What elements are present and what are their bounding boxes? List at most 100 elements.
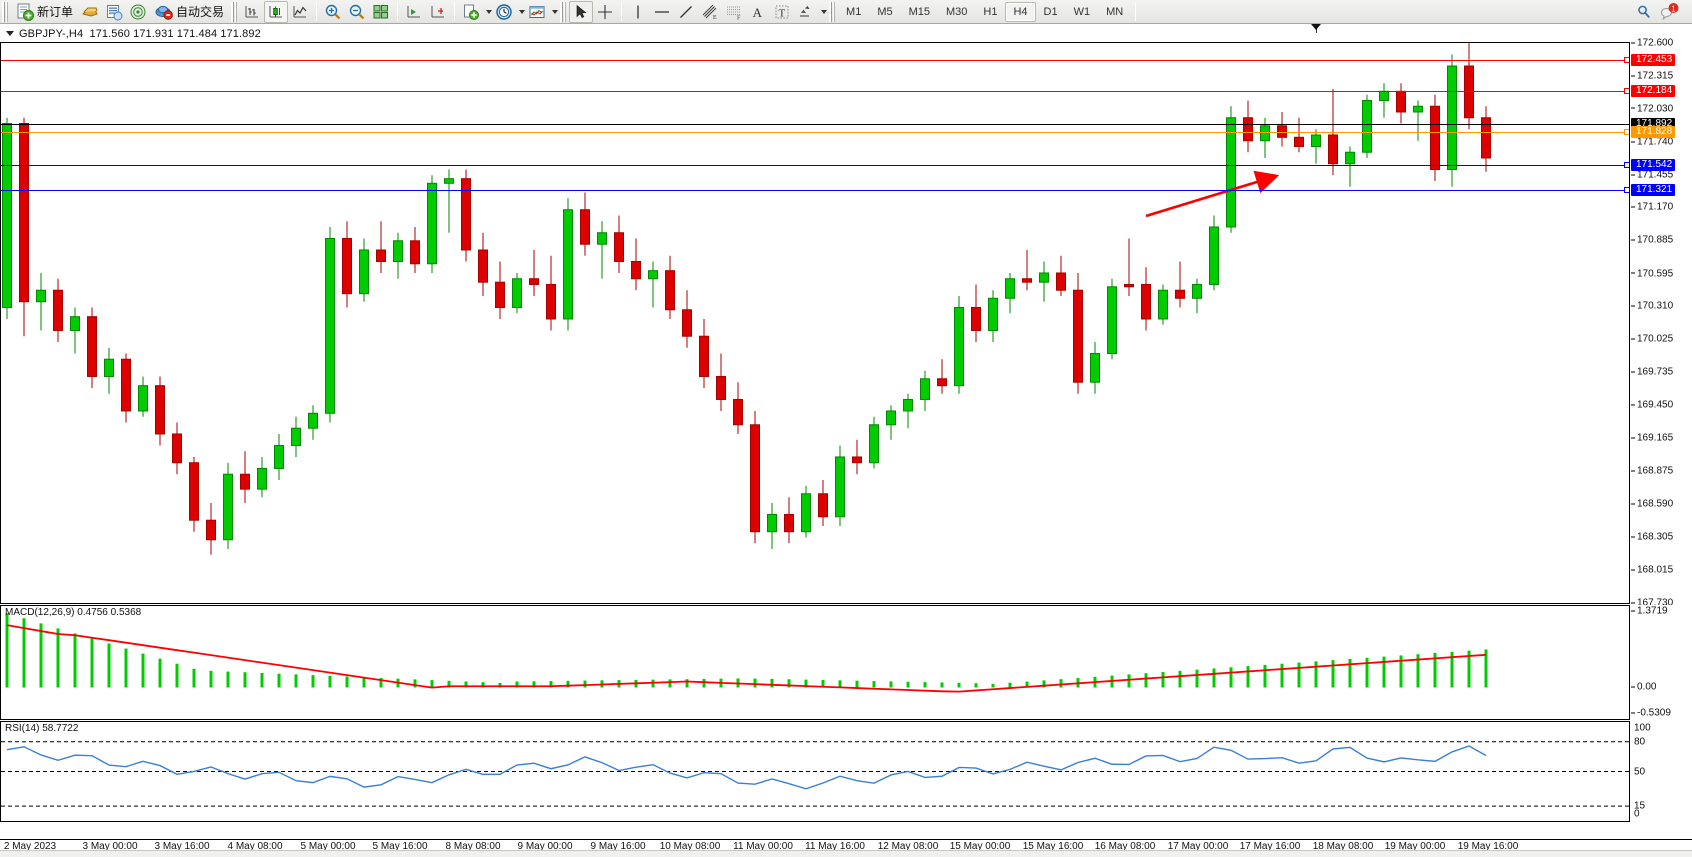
zoom-out-button[interactable] [345, 1, 369, 23]
toolbar-grip[interactable] [2, 1, 8, 22]
rsi-pane[interactable]: RSI(14) 58.7722 [0, 721, 1630, 822]
auto-scroll-button[interactable] [426, 1, 450, 23]
rsi-tick: 100 [1634, 722, 1651, 734]
bar-chart-button[interactable] [240, 1, 264, 23]
text-label-button[interactable]: T [770, 1, 794, 23]
autotrading-label: 自动交易 [176, 5, 225, 19]
price-candles-svg [2, 43, 1491, 555]
zoom-out-icon [349, 4, 365, 19]
fibonacci-icon: F [727, 6, 741, 21]
price-tick: 170.885 [1631, 235, 1673, 246]
price-tag-resistance-line[interactable]: 172.184 [1631, 84, 1676, 97]
cursor-button[interactable] [569, 0, 594, 23]
search-icon [1638, 5, 1650, 18]
text-button[interactable]: A [746, 1, 770, 23]
macd-svg [5, 613, 1488, 693]
price-level-handle[interactable] [1624, 161, 1629, 168]
price-tag-support-line[interactable]: 171.321 [1631, 184, 1676, 197]
timeframe-m1[interactable]: M1 [846, 5, 862, 18]
rsi-tick: 15 [1634, 800, 1646, 812]
new-order-button[interactable]: 新订单 [11, 1, 78, 23]
macd-axis[interactable]: 1.3719 0.00 -0.5309 [1631, 605, 1692, 720]
zoom-in-button[interactable] [321, 1, 345, 23]
price-level-handle[interactable] [1624, 56, 1629, 63]
svg-text:E: E [713, 15, 717, 21]
data-window-button[interactable] [102, 1, 126, 23]
price-tick: 170.595 [1631, 268, 1673, 279]
toolbar-separator-4 [621, 2, 623, 21]
zoom-in-icon [325, 4, 341, 19]
line-chart-icon [293, 5, 307, 17]
svg-text:T: T [779, 7, 786, 19]
rsi-axis[interactable]: 100 80 50 15 0 [1631, 721, 1692, 822]
price-tick: 170.310 [1631, 301, 1673, 312]
vertical-line-button[interactable] [626, 1, 650, 23]
price-tick: 172.600 [1631, 38, 1673, 49]
period-dropdown-caret-icon[interactable] [519, 9, 526, 14]
svg-text:F: F [737, 15, 741, 21]
price-level-handle[interactable] [1624, 87, 1629, 94]
macd-pane[interactable]: MACD(12,26,9) 0.4756 0.5368 [0, 605, 1630, 720]
text-label-icon: T [775, 5, 789, 19]
autotrading-button[interactable]: 自动交易 [150, 1, 229, 23]
timeframe-d1[interactable]: D1 [1043, 5, 1058, 18]
market-watch-button[interactable] [78, 1, 102, 23]
timeframe-h4[interactable]: H4 [1005, 1, 1036, 22]
notifications-button[interactable]: 1 [1656, 1, 1684, 23]
horizontal-line-button[interactable] [650, 1, 674, 23]
tile-windows-button[interactable] [369, 1, 393, 23]
price-tag-pivot-line[interactable]: 171.828 [1631, 125, 1676, 138]
time-tick-label: 9 May 00:00 [517, 841, 573, 852]
rsi-tick: 0 [1634, 808, 1640, 820]
new-template-button[interactable] [459, 1, 483, 23]
time-tick-label: 5 May 16:00 [372, 841, 428, 852]
indicators-dropdown-caret-icon[interactable] [552, 9, 559, 14]
toolbar-grip-2[interactable] [231, 1, 238, 22]
macd-tick: 0.00 [1631, 682, 1656, 693]
timeframe-m15[interactable]: M15 [908, 5, 930, 18]
price-axis[interactable]: 172.600 172.315 172.030 171.740 171.455 171.1… [1631, 38, 1692, 609]
timeframe-m30[interactable]: M30 [946, 5, 968, 18]
objects-dropdown-caret-icon[interactable] [821, 9, 828, 14]
price-tag-support-line[interactable]: 171.542 [1631, 158, 1676, 171]
price-pane[interactable] [0, 42, 1630, 604]
timeframe-w1[interactable]: W1 [1073, 5, 1091, 18]
line-chart-button[interactable] [288, 1, 312, 23]
time-tick-label: 19 May 00:00 [1384, 841, 1446, 852]
search-button[interactable] [1632, 1, 1656, 23]
price-level-handle[interactable] [1624, 187, 1629, 194]
indicators-button[interactable] [525, 1, 549, 23]
chart-title-ohlc: GBPJPY-,H4 171.560 171.931 171.484 171.8… [19, 27, 261, 40]
fibonacci-button[interactable]: F [722, 1, 746, 23]
period-button[interactable] [492, 1, 516, 23]
crosshair-button[interactable] [593, 1, 617, 23]
new-template-dropdown-caret-icon[interactable] [486, 9, 493, 14]
toolbar-grip-3[interactable] [560, 1, 567, 22]
candlestick-chart-button[interactable] [264, 0, 289, 23]
candlestick-chart-icon [269, 5, 283, 17]
timeframe-h1[interactable]: H1 [983, 5, 998, 18]
tile-windows-icon [373, 4, 389, 18]
price-tick: 170.025 [1631, 334, 1673, 345]
navigator-button[interactable] [126, 1, 150, 23]
equidistant-channel-button[interactable]: E [698, 1, 722, 23]
main-toolbar: 新订单 [0, 0, 1692, 24]
chart-panes: 172.600 172.315 172.030 171.740 171.455 171.1… [0, 38, 1692, 839]
toolbar-grip-4[interactable] [829, 1, 836, 22]
toolbar-separator-3 [454, 2, 456, 21]
channel-icon: E [702, 4, 717, 21]
collapse-caret-icon[interactable] [6, 31, 14, 36]
timeframe-m5[interactable]: M5 [877, 5, 893, 18]
price-tick: 171.740 [1631, 136, 1673, 147]
price-tag-resistance-line[interactable]: 172.453 [1631, 53, 1676, 66]
chart-shift-button[interactable] [402, 1, 426, 23]
trendline-button[interactable] [674, 1, 698, 23]
objects-button[interactable] [794, 1, 818, 23]
price-tick: 168.875 [1631, 466, 1673, 477]
price-tick: 171.170 [1631, 202, 1673, 213]
price-level-handle[interactable] [1624, 128, 1629, 135]
new-template-icon [464, 4, 480, 20]
time-tick-label: 15 May 16:00 [1022, 841, 1084, 852]
timeframe-mn[interactable]: MN [1106, 5, 1124, 18]
